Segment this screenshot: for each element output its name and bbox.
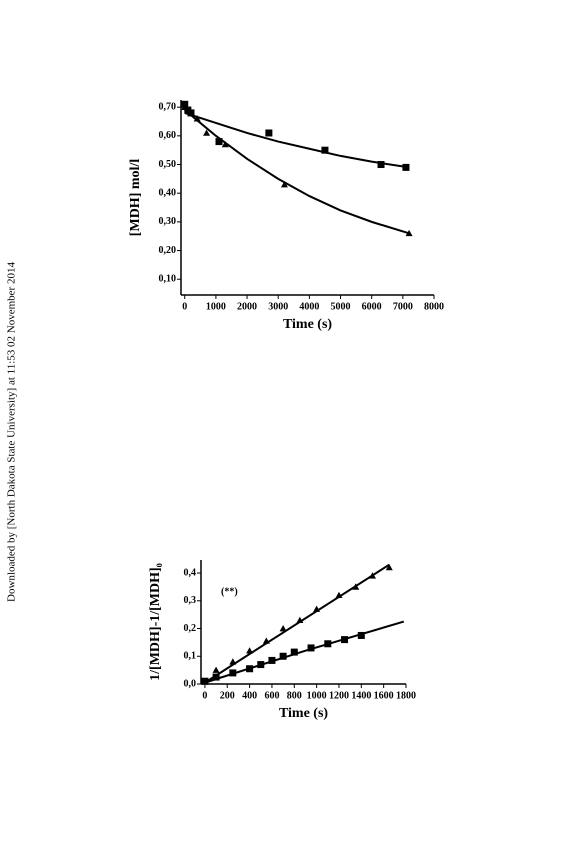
square-marker [229,669,237,677]
x-tick-label: 3000 [268,301,288,312]
x-tick-label: 2000 [237,301,257,312]
y-tick-label: 0,3 [184,595,197,606]
x-tick-label: 600 [264,690,279,701]
square-marker [357,631,365,639]
triangle-marker [181,103,189,110]
triangle-marker [279,625,287,632]
x-tick-label: 1800 [396,690,416,701]
square-marker [201,677,209,685]
x-tick-label: 400 [242,690,257,701]
x-tick-label: 800 [287,690,302,701]
x-tick-label: 1600 [374,690,394,701]
fit-line [184,109,410,235]
annotation: (**) [221,586,238,597]
x-tick-label: 7000 [393,301,413,312]
square-marker [402,163,410,171]
square-marker [307,644,315,652]
x-tick-label: 1400 [351,690,371,701]
square-marker [268,656,276,664]
y-axis-label: 1/[MDH]-1/[MDH]₀ [148,563,163,681]
triangle-marker [368,572,376,579]
square-marker [187,109,195,117]
y-tick-label: 0,60 [159,130,177,141]
y-tick-label: 0,0 [184,678,197,689]
x-tick-label: 1000 [307,690,327,701]
x-tick-label: 200 [220,690,235,701]
y-tick-label: 0,1 [184,651,197,662]
square-marker [212,673,220,681]
fit-line [184,111,410,169]
y-tick-label: 0,2 [184,623,197,634]
triangle-marker [313,605,321,612]
y-axis-label: [MDH] mol/l [128,159,143,236]
square-marker [324,640,332,648]
triangle-marker [352,583,360,590]
x-tick-label: 0 [182,301,187,312]
triangle-marker [229,658,237,665]
y-tick-label: 0,70 [159,101,177,112]
x-axis-label: Time (s) [279,706,328,721]
triangle-marker [203,129,211,136]
y-tick-label: 0,30 [159,216,177,227]
square-marker [215,138,223,146]
square-marker [321,146,329,154]
triangle-marker [193,115,201,122]
triangle-marker [296,616,304,623]
y-tick-label: 0,20 [159,245,177,256]
x-tick-label: 8000 [424,301,444,312]
y-tick-label: 0,10 [159,274,177,285]
triangle-marker [221,140,229,148]
square-marker [341,636,349,644]
triangle-marker [335,591,343,599]
triangle-marker [280,181,288,188]
square-marker [279,652,287,660]
y-tick-label: 0,40 [159,187,177,198]
download-note: Downloaded by [North Dakota State Univer… [6,262,18,602]
x-tick-label: 6000 [362,301,382,312]
x-axis-label: Time (s) [283,317,332,332]
triangle-marker [246,647,254,654]
square-marker [377,161,385,169]
fit-line [204,563,390,684]
fit-line [204,620,405,684]
triangle-marker [262,637,270,644]
triangle-marker [212,666,220,673]
y-tick-label: 0,4 [184,567,197,578]
square-marker [265,129,273,137]
x-tick-label: 5000 [331,301,351,312]
x-tick-label: 0 [202,690,207,701]
square-marker [246,665,254,673]
triangle-marker [385,563,393,571]
triangle-marker [405,229,413,237]
x-tick-label: 4000 [299,301,319,312]
square-marker [290,648,298,656]
y-tick-label: 0,50 [159,159,177,170]
square-marker [257,661,265,669]
x-tick-label: 1000 [206,301,226,312]
x-tick-label: 1200 [329,690,349,701]
